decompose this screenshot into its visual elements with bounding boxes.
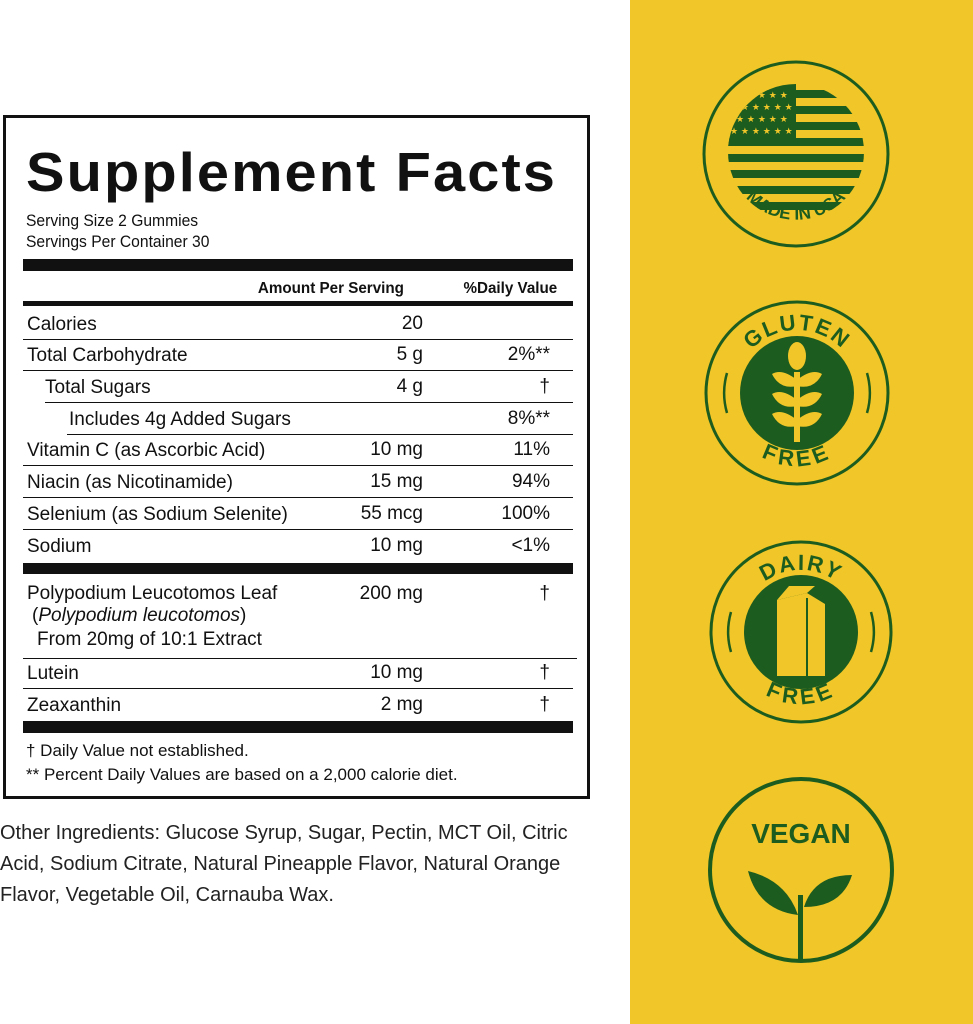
nutrient-row: Total Sugars 4 g † (23, 371, 573, 403)
nutrient-row: Sodium 10 mg <1% (23, 530, 573, 562)
facts-title: Supplement Facts (26, 141, 558, 203)
svg-text:★ ★ ★ ★ ★: ★ ★ ★ ★ ★ (736, 91, 788, 101)
nutrient-dv: † (539, 376, 550, 397)
nutrient-row-polypodium: Polypodium Leucotomos Leaf (Polypodium l… (23, 580, 577, 659)
nutrient-amount: 10 mg (370, 439, 423, 460)
nutrient-name: Includes 4g Added Sugars (69, 409, 291, 430)
nutrient-row: Total Carbohydrate 5 g 2%** (23, 339, 573, 371)
svg-text:★ ★ ★ ★ ★: ★ ★ ★ ★ ★ (736, 115, 788, 125)
servings-per-container: Servings Per Container 30 (26, 232, 210, 251)
nutrient-name: Niacin (as Nicotinamide) (27, 472, 233, 493)
nutrient-dv: 2%** (507, 344, 550, 365)
gluten-free-badge: GLUTEN FREE (704, 300, 890, 486)
nutrient-amount: 2 mg (380, 694, 423, 715)
extract-note: From 20mg of 10:1 Extract (37, 629, 262, 650)
wheat-icon (772, 342, 822, 442)
nutrient-amount: 10 mg (370, 535, 423, 556)
thick-divider (23, 563, 573, 574)
nutrient-amount: 15 mg (370, 471, 423, 492)
nutrient-amount: 5 g (396, 344, 423, 365)
svg-text:★ ★ ★ ★ ★ ★: ★ ★ ★ ★ ★ ★ (730, 127, 793, 137)
nutrient-name: Total Sugars (45, 377, 151, 398)
nutrient-amount: 55 mcg (360, 503, 423, 524)
nutrient-amount: 20 (401, 313, 423, 334)
row-divider (23, 369, 573, 371)
nutrient-name: Lutein (27, 663, 79, 684)
nutrient-amount: 4 g (396, 376, 423, 397)
nutrient-name: Calories (27, 314, 97, 335)
nutrient-row: Vitamin C (as Ascorbic Acid) 10 mg 11% (23, 434, 573, 466)
nutrient-dv: 94% (511, 471, 550, 492)
row-divider (23, 464, 573, 466)
thick-divider (23, 721, 573, 733)
milk-carton-icon (777, 586, 825, 676)
made-in-usa-badge: ★ ★ ★ ★ ★★ ★ ★ ★ ★ ★★ ★ ★ ★ ★★ ★ ★ ★ ★ ★… (702, 60, 890, 248)
nutrient-row: Lutein 10 mg † (23, 657, 573, 689)
nutrient-name: Sodium (27, 536, 92, 557)
nutrient-dv: <1% (511, 535, 550, 556)
nutrient-row: Niacin (as Nicotinamide) 15 mg 94% (23, 466, 573, 498)
nutrient-row: Selenium (as Sodium Selenite) 55 mcg 100… (23, 498, 573, 530)
footnote-dagger: † Daily Value not established. (26, 741, 249, 760)
row-divider (23, 338, 573, 340)
nutrient-dv: † (539, 662, 550, 683)
row-divider (23, 687, 573, 689)
serving-size: Serving Size 2 Gummies (26, 211, 199, 230)
nutrient-dv: 11% (513, 439, 550, 460)
nutrient-amount: 10 mg (370, 662, 423, 683)
nutrient-amount: 200 mg (359, 583, 423, 604)
row-divider (23, 528, 573, 530)
nutrient-name: Total Carbohydrate (27, 345, 188, 366)
dairy-free-badge: DAIRY FREE (709, 540, 893, 724)
dv-header: %Daily Value (463, 280, 558, 297)
latin-name: Polypodium leucotomos (38, 605, 241, 626)
thick-divider (23, 259, 573, 271)
nutrient-row: Zeaxanthin 2 mg † (23, 689, 573, 721)
footnote-percent: ** Percent Daily Values are based on a 2… (26, 765, 458, 784)
nutrient-row: Calories 20 (23, 308, 573, 340)
medium-divider (23, 301, 573, 306)
nutrient-name: Zeaxanthin (27, 695, 122, 716)
amount-header: Amount Per Serving (257, 280, 404, 297)
nutrient-dv: 8%** (507, 408, 550, 429)
nutrient-name: Polypodium Leucotomos Leaf (27, 583, 278, 604)
supplement-facts-panel: Supplement Facts Serving Size 2 Gummies … (3, 115, 590, 799)
other-ingredients: Other Ingredients: Glucose Syrup, Sugar,… (0, 822, 568, 906)
nutrient-dv: 100% (501, 503, 550, 524)
nutrient-row: Includes 4g Added Sugars 8%** (23, 403, 573, 435)
row-divider (23, 496, 573, 498)
sprout-icon (748, 871, 852, 961)
nutrient-dv: † (539, 694, 550, 715)
svg-text:VEGAN: VEGAN (751, 818, 851, 849)
svg-text:★ ★ ★ ★ ★ ★: ★ ★ ★ ★ ★ ★ (730, 103, 793, 113)
vegan-badge: VEGAN (708, 777, 894, 963)
nutrient-name: Vitamin C (as Ascorbic Acid) (27, 440, 266, 461)
flag-icon: ★ ★ ★ ★ ★ ★ ★ ★ ★ ★ ★ ★ ★ ★ ★ ★ ★ ★ ★ ★ ★ ★ (728, 84, 864, 220)
nutrient-name: Selenium (as Sodium Selenite) (27, 504, 288, 525)
row-divider (45, 401, 573, 403)
row-divider (67, 433, 573, 435)
nutrient-dv: † (539, 583, 550, 604)
